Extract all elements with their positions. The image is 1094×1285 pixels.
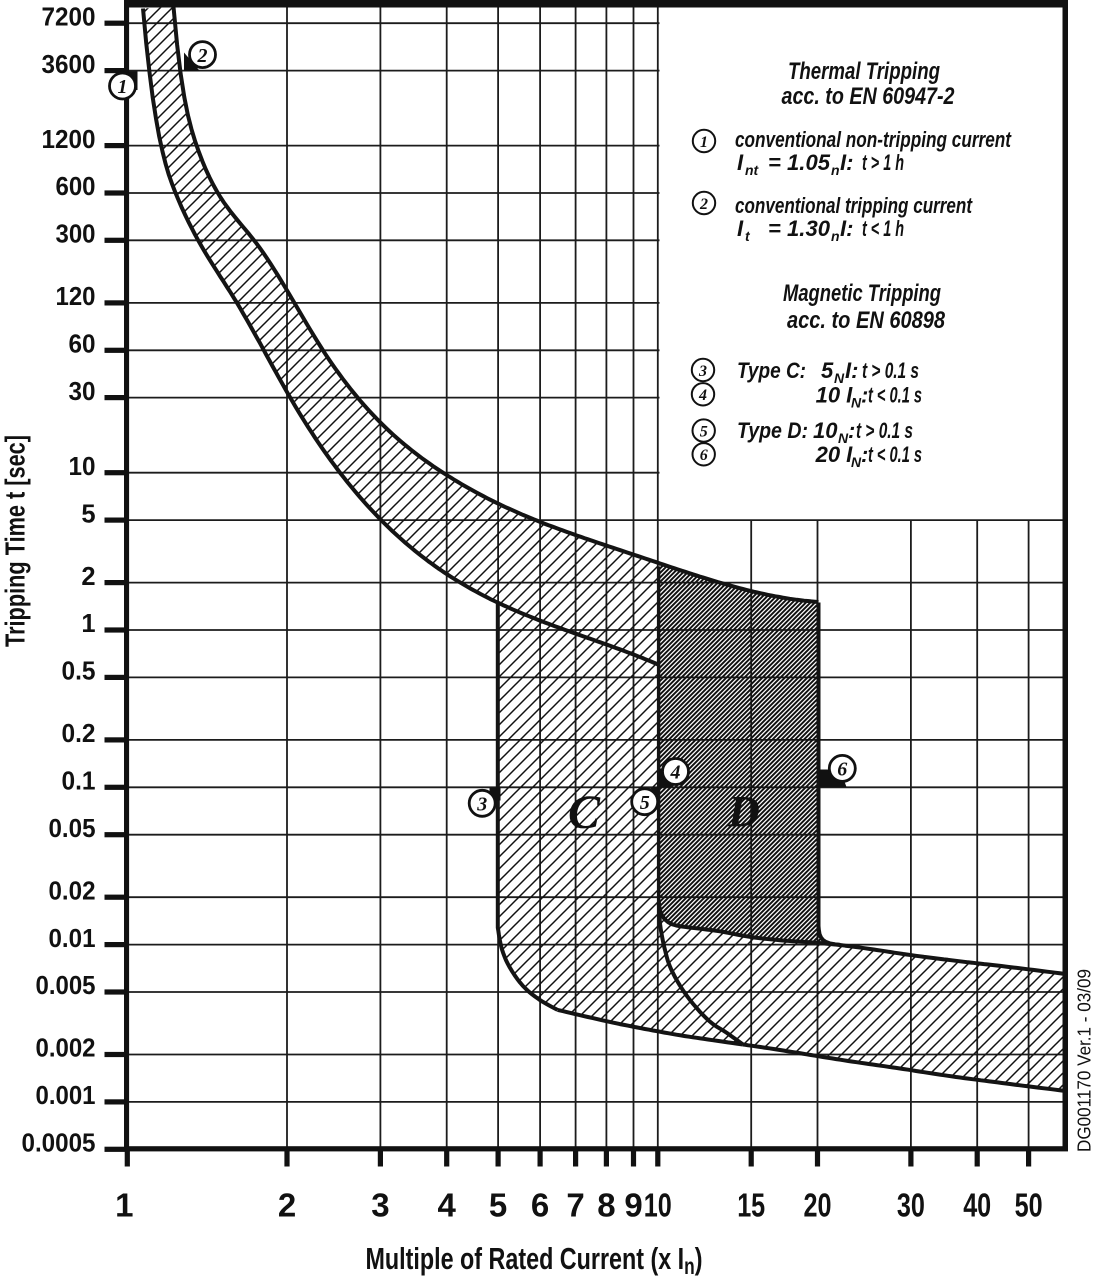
svg-text:t > 0.1 s: t > 0.1 s [862, 358, 919, 383]
svg-text:t < 0.1 s: t < 0.1 s [868, 383, 922, 408]
svg-text:4: 4 [670, 762, 681, 784]
svg-text:I:: I: [845, 358, 858, 383]
svg-text:20 I: 20 I [815, 442, 854, 467]
svg-text:acc. to EN 60947-2: acc. to EN 60947-2 [782, 83, 956, 110]
svg-text:10: 10 [813, 418, 838, 443]
svg-text:3: 3 [371, 1187, 389, 1224]
svg-text:4: 4 [438, 1187, 457, 1224]
svg-text:9: 9 [624, 1187, 642, 1224]
svg-text:15: 15 [737, 1187, 765, 1224]
svg-text:10: 10 [69, 453, 96, 481]
svg-text:5: 5 [700, 423, 708, 440]
svg-text:Type D:: Type D: [737, 418, 808, 443]
svg-text:D: D [727, 787, 760, 836]
svg-text:60: 60 [69, 331, 96, 359]
svg-text:Multiple of Rated Current (x I: Multiple of Rated Current (x In) [366, 1241, 703, 1279]
svg-text:20: 20 [804, 1187, 832, 1224]
svg-text:1: 1 [118, 76, 128, 98]
svg-text:5: 5 [640, 792, 650, 814]
svg-text:3: 3 [476, 794, 487, 816]
svg-text:3: 3 [698, 363, 707, 380]
svg-text:DG001170 Ver.1 - 03/09: DG001170 Ver.1 - 03/09 [1075, 969, 1094, 1152]
svg-text:1: 1 [81, 610, 95, 638]
svg-text:nt: nt [745, 162, 760, 178]
svg-text:Magnetic Tripping: Magnetic Tripping [783, 280, 941, 307]
svg-text:1: 1 [115, 1187, 133, 1224]
svg-text:0.002: 0.002 [36, 1035, 96, 1063]
svg-text:2: 2 [278, 1187, 296, 1224]
svg-text:6: 6 [531, 1187, 549, 1224]
svg-text:5: 5 [489, 1187, 507, 1224]
svg-text:300: 300 [56, 221, 96, 249]
svg-text:conventional non-tripping curr: conventional non-tripping current [735, 127, 1012, 152]
svg-text::: : [848, 418, 855, 443]
svg-text:I: I [737, 150, 744, 175]
svg-text:600: 600 [56, 173, 96, 201]
svg-text:7: 7 [566, 1187, 584, 1224]
svg-text:0.01: 0.01 [49, 925, 96, 953]
svg-text:10 I: 10 I [816, 383, 854, 408]
svg-text:acc. to EN 60898: acc. to EN 60898 [787, 307, 946, 334]
svg-text:0.1: 0.1 [62, 768, 96, 796]
svg-text:I:: I: [840, 216, 853, 241]
svg-text:3600: 3600 [42, 51, 96, 79]
svg-text:= 1.30: = 1.30 [768, 216, 831, 241]
svg-text:120: 120 [56, 283, 96, 311]
svg-text:5: 5 [821, 358, 834, 383]
svg-text:6: 6 [700, 447, 708, 464]
svg-text:n: n [831, 228, 840, 244]
svg-text:0.05: 0.05 [49, 815, 96, 843]
svg-text:7200: 7200 [42, 3, 96, 31]
svg-text:t > 0.1 s: t > 0.1 s [856, 418, 913, 443]
svg-text:4: 4 [698, 387, 707, 404]
svg-text:50: 50 [1015, 1187, 1043, 1224]
svg-text:0.001: 0.001 [36, 1082, 96, 1110]
svg-text:2: 2 [81, 563, 95, 591]
svg-text:I: I [737, 216, 744, 241]
svg-text:C: C [568, 786, 601, 839]
svg-text:I:: I: [840, 150, 853, 175]
svg-text:10: 10 [644, 1187, 672, 1224]
svg-text:0.5: 0.5 [62, 658, 96, 686]
svg-text:= 1.05: = 1.05 [768, 150, 831, 175]
svg-text:Tripping Time t [sec]: Tripping Time t [sec] [0, 435, 31, 647]
svg-text:t < 1 h: t < 1 h [862, 216, 904, 241]
svg-text:Type C:: Type C: [737, 358, 806, 383]
svg-text:40: 40 [963, 1187, 991, 1224]
svg-text:6: 6 [837, 759, 847, 781]
svg-text:0.0005: 0.0005 [22, 1130, 96, 1158]
svg-text:2: 2 [197, 45, 208, 67]
svg-text:30: 30 [897, 1187, 925, 1224]
svg-text:1200: 1200 [42, 126, 96, 154]
svg-text:30: 30 [69, 378, 96, 406]
svg-text:t < 0.1 s: t < 0.1 s [868, 442, 922, 467]
svg-text:0.2: 0.2 [62, 720, 96, 748]
svg-text:0.02: 0.02 [49, 877, 96, 905]
svg-text:conventional tripping current: conventional tripping current [735, 193, 973, 218]
svg-text:8: 8 [597, 1187, 615, 1224]
svg-text:5: 5 [81, 500, 95, 528]
svg-text:Thermal Tripping: Thermal Tripping [788, 58, 940, 85]
svg-text:t > 1 h: t > 1 h [862, 150, 904, 175]
svg-text:1: 1 [700, 134, 708, 151]
svg-text:n: n [831, 162, 840, 178]
svg-text:2: 2 [699, 196, 708, 213]
svg-text:0.005: 0.005 [36, 972, 96, 1000]
